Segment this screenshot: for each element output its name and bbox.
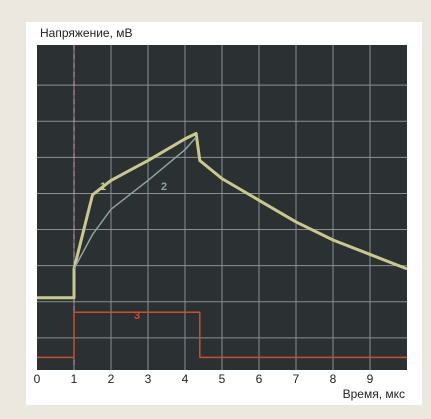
x-tick-label: 6 [256, 372, 263, 386]
trace-label: 1 [100, 181, 106, 193]
x-tick-label: 2 [108, 372, 115, 386]
x-tick-label: 3 [145, 372, 152, 386]
x-axis-label: Время, мкс [343, 387, 405, 401]
trace-label: 2 [161, 181, 167, 193]
chart: Напряжение, мВ Время, мкс 0 1 2 3 4 5 6 7 8 9 1 2 3 [0, 0, 431, 419]
page: {"chart_data": { "type": "line", "y_labe… [0, 0, 431, 419]
x-tick-label: 1 [71, 372, 78, 386]
x-tick-label: 7 [293, 372, 300, 386]
x-tick-label: 0 [34, 372, 41, 386]
x-tick-label: 8 [330, 372, 337, 386]
x-tick-label: 5 [219, 372, 226, 386]
x-tick-label: 4 [182, 372, 189, 386]
x-tick-label: 9 [367, 372, 374, 386]
trace-label: 3 [134, 310, 140, 322]
y-axis-label: Напряжение, мВ [40, 26, 133, 40]
